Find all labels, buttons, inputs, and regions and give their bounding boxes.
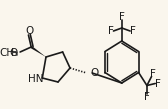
Text: F: F <box>151 68 156 78</box>
Text: F: F <box>108 26 114 36</box>
Text: O: O <box>90 68 99 78</box>
Text: F: F <box>130 26 136 36</box>
Polygon shape <box>31 46 46 57</box>
Text: O: O <box>25 26 33 36</box>
Text: F: F <box>155 78 161 89</box>
Text: CH₃: CH₃ <box>0 48 19 58</box>
Text: O: O <box>9 48 17 58</box>
Text: F: F <box>119 12 125 22</box>
Text: F: F <box>144 91 150 101</box>
Text: HN: HN <box>28 74 44 84</box>
